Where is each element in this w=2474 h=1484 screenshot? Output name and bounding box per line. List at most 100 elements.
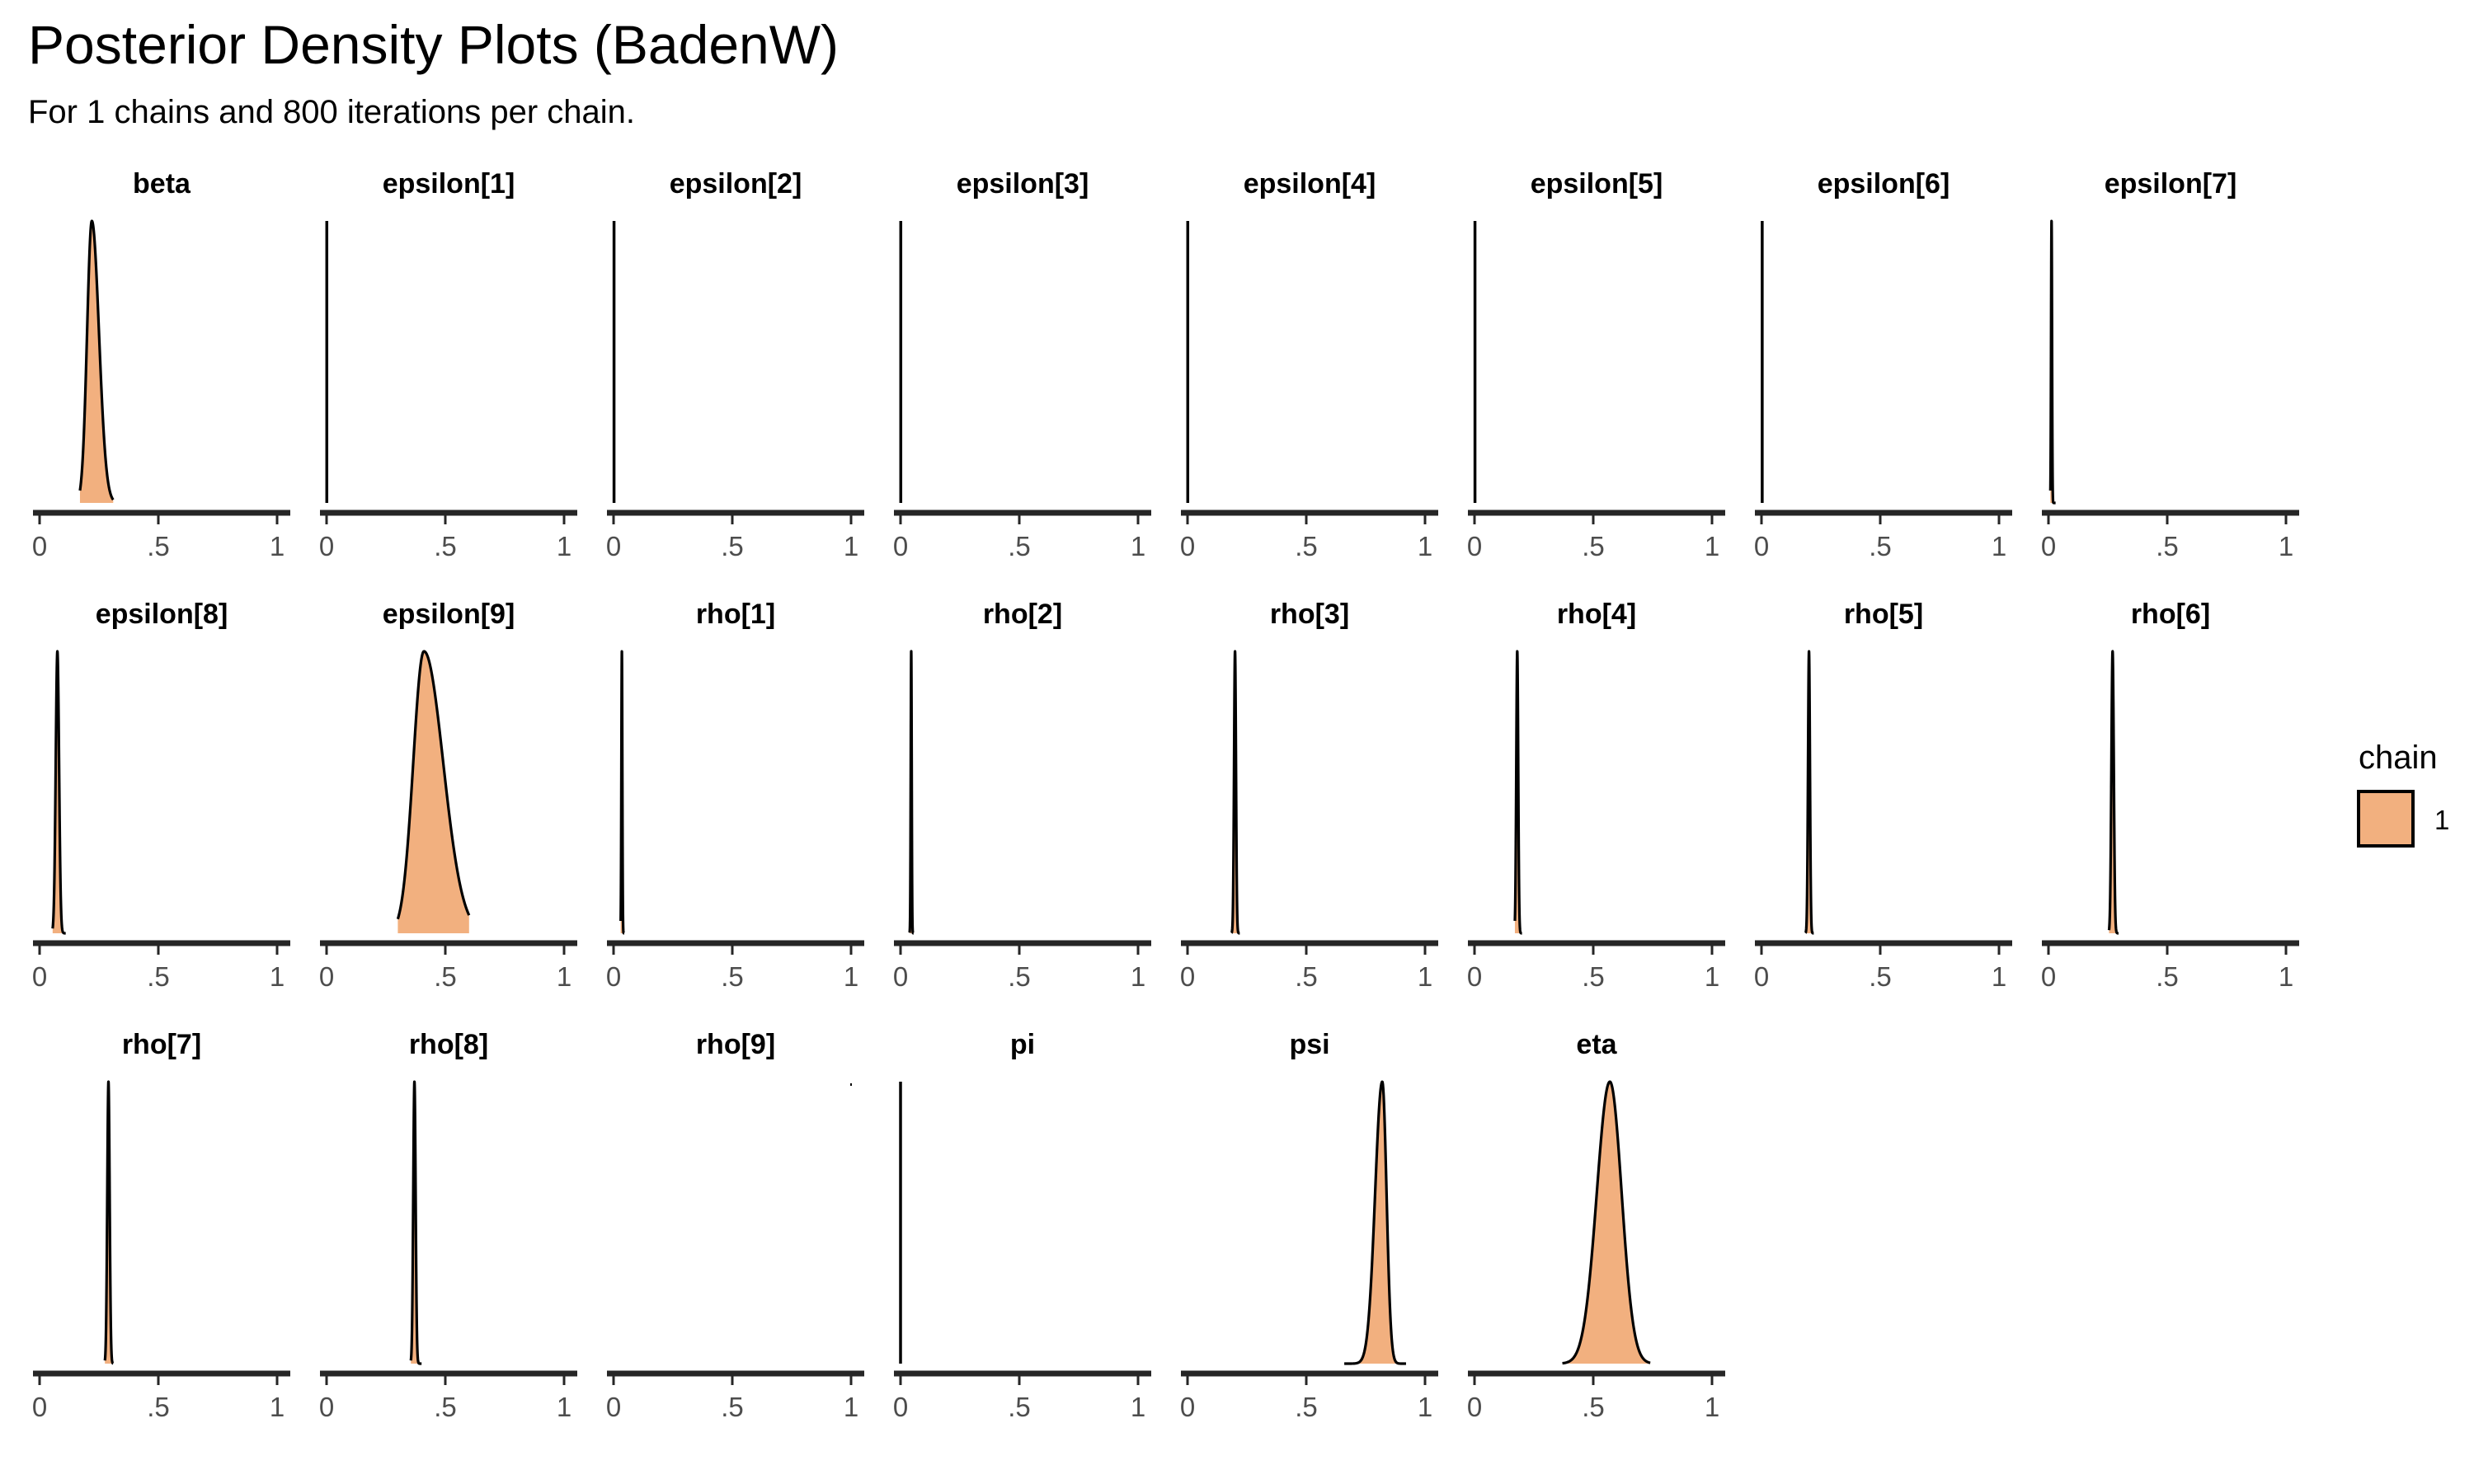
facet-title: epsilon[3] bbox=[957, 168, 1089, 200]
facet-title: rho[9] bbox=[696, 1029, 775, 1060]
x-tick-label: 1 bbox=[557, 1392, 571, 1422]
x-tick-label: .5 bbox=[1008, 961, 1031, 992]
density-line bbox=[1230, 650, 1241, 935]
facet-panel: epsilon[9] 0 .5 1 bbox=[319, 599, 577, 992]
facet-title: epsilon[1] bbox=[383, 168, 515, 200]
density-area bbox=[397, 651, 469, 933]
facet-panel: rho[6] 0 .5 1 bbox=[2041, 599, 2299, 992]
facet-title: epsilon[9] bbox=[383, 599, 515, 630]
x-tick-label: .5 bbox=[1295, 531, 1318, 561]
facet-panel: psi 0 .5 1 bbox=[1180, 1029, 1438, 1422]
facet-title: psi bbox=[1289, 1029, 1329, 1060]
facet-title: rho[3] bbox=[1270, 599, 1349, 630]
facet-panel: epsilon[3] 0 .5 1 bbox=[893, 168, 1151, 561]
x-tick-label: 0 bbox=[319, 961, 334, 992]
legend: chain 1 bbox=[2357, 740, 2449, 848]
x-tick-label: .5 bbox=[1869, 531, 1892, 561]
density-line bbox=[103, 1080, 115, 1365]
facet-panel: rho[3] 0 .5 1 bbox=[1180, 599, 1438, 992]
x-tick-label: .5 bbox=[1582, 531, 1605, 561]
x-tick-label: 0 bbox=[1467, 1392, 1482, 1422]
facet-title: rho[6] bbox=[2131, 599, 2210, 630]
x-tick-label: .5 bbox=[434, 1392, 457, 1422]
x-tick-label: .5 bbox=[1008, 531, 1031, 561]
facet-panel: rho[4] 0 .5 1 bbox=[1467, 599, 1725, 992]
x-tick-label: 0 bbox=[1467, 961, 1482, 992]
facet-panel: rho[7] 0 .5 1 bbox=[32, 1029, 290, 1422]
x-tick-label: 0 bbox=[1754, 531, 1769, 561]
x-tick-label: 1 bbox=[2279, 961, 2293, 992]
x-tick-label: 1 bbox=[1705, 961, 1719, 992]
density-line bbox=[409, 1080, 423, 1365]
density-area bbox=[1562, 1082, 1651, 1364]
x-tick-label: .5 bbox=[434, 961, 457, 992]
facet-title: epsilon[7] bbox=[2105, 168, 2237, 200]
x-tick-label: 0 bbox=[319, 531, 334, 561]
x-tick-label: 1 bbox=[1131, 531, 1145, 561]
facet-panel: beta 0 .5 1 bbox=[32, 168, 290, 561]
facet-panel: eta 0 .5 1 bbox=[1467, 1029, 1725, 1422]
density-line bbox=[78, 219, 115, 501]
facet-panel: epsilon[1] 0 .5 1 bbox=[319, 168, 577, 561]
x-tick-label: .5 bbox=[147, 1392, 170, 1422]
facet-title: rho[2] bbox=[983, 599, 1062, 630]
x-tick-label: .5 bbox=[1008, 1392, 1031, 1422]
density-line bbox=[619, 650, 626, 935]
x-tick-label: .5 bbox=[147, 531, 170, 561]
x-tick-label: .5 bbox=[2156, 531, 2179, 561]
x-tick-label: .5 bbox=[721, 961, 744, 992]
facet-title: epsilon[6] bbox=[1818, 168, 1950, 200]
x-tick-label: .5 bbox=[721, 531, 744, 561]
facet-title: beta bbox=[133, 168, 191, 200]
x-tick-label: .5 bbox=[721, 1392, 744, 1422]
x-tick-label: 1 bbox=[1705, 531, 1719, 561]
facet-title: eta bbox=[1576, 1029, 1617, 1060]
facet-panel: epsilon[5] 0 .5 1 bbox=[1467, 168, 1725, 561]
facet-panel: epsilon[6] 0 .5 1 bbox=[1754, 168, 2012, 561]
x-tick-label: .5 bbox=[434, 531, 457, 561]
x-tick-label: 0 bbox=[1180, 1392, 1195, 1422]
facet-panel: pi 0 .5 1 bbox=[893, 1029, 1151, 1422]
x-tick-label: 1 bbox=[844, 961, 858, 992]
density-line bbox=[2048, 219, 2058, 505]
facet-panel: rho[2] 0 .5 1 bbox=[893, 599, 1151, 992]
facet-title: rho[8] bbox=[409, 1029, 488, 1060]
x-tick-label: .5 bbox=[1869, 961, 1892, 992]
x-tick-label: 0 bbox=[1180, 531, 1195, 561]
facet-panel: epsilon[7] 0 .5 1 bbox=[2041, 168, 2299, 561]
facet-title: pi bbox=[1010, 1029, 1035, 1060]
x-tick-label: 0 bbox=[32, 961, 47, 992]
facet-title: epsilon[8] bbox=[96, 599, 228, 630]
x-tick-label: 1 bbox=[270, 961, 285, 992]
x-tick-label: 0 bbox=[893, 1392, 908, 1422]
x-tick-label: 1 bbox=[557, 531, 571, 561]
facet-title: epsilon[4] bbox=[1244, 168, 1376, 200]
x-tick-label: 1 bbox=[1131, 961, 1145, 992]
facet-title: rho[4] bbox=[1557, 599, 1636, 630]
x-tick-label: 1 bbox=[844, 1392, 858, 1422]
x-tick-label: 0 bbox=[606, 961, 621, 992]
x-tick-label: .5 bbox=[1582, 961, 1605, 992]
density-line bbox=[396, 650, 471, 920]
x-tick-label: 1 bbox=[557, 961, 571, 992]
x-tick-label: 1 bbox=[1131, 1392, 1145, 1422]
legend-label: 1 bbox=[2434, 805, 2449, 835]
facet-title: rho[1] bbox=[696, 599, 775, 630]
density-line bbox=[1561, 1080, 1652, 1365]
facet-panel: epsilon[8] 0 .5 1 bbox=[32, 599, 290, 992]
x-tick-label: 1 bbox=[1992, 531, 2006, 561]
legend-swatch bbox=[2357, 790, 2415, 848]
page-title: Posterior Density Plots (BadenW) bbox=[28, 14, 840, 75]
x-tick-label: 0 bbox=[893, 961, 908, 992]
density-line bbox=[1343, 1080, 1408, 1365]
x-tick-label: 0 bbox=[606, 1392, 621, 1422]
x-tick-label: 0 bbox=[893, 531, 908, 561]
facet-panel: epsilon[4] 0 .5 1 bbox=[1180, 168, 1438, 561]
x-tick-label: 0 bbox=[32, 531, 47, 561]
x-tick-label: 1 bbox=[1992, 961, 2006, 992]
facet-title: rho[7] bbox=[122, 1029, 201, 1060]
x-tick-label: 0 bbox=[32, 1392, 47, 1422]
facet-panel: rho[8] 0 .5 1 bbox=[319, 1029, 577, 1422]
